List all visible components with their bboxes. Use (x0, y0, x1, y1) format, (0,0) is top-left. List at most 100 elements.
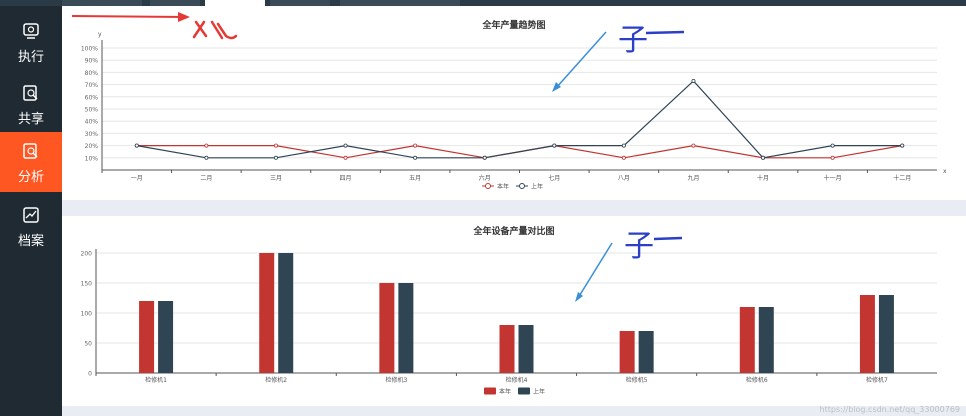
bar (398, 283, 414, 373)
x-tick-label: 一月 (131, 175, 143, 182)
data-point (691, 143, 696, 148)
y-tick-label: 20% (85, 143, 99, 150)
top-tab-active[interactable] (205, 0, 265, 6)
data-point (273, 155, 278, 160)
bar-chart: 0 50 100 150 200 检修机1 检修机2 检修机3 检修机4 检修机5 检修机6 检修机7… (81, 249, 937, 396)
legend-marker (519, 183, 525, 189)
analysis-icon (23, 143, 38, 159)
y-tick-label: 50 (84, 341, 92, 348)
data-point (413, 143, 418, 148)
x-tick-label: 十月 (757, 174, 769, 182)
top-tab[interactable] (270, 0, 330, 6)
x-tick-label: 六月 (479, 174, 491, 182)
y-tick-label: 100 (81, 311, 93, 318)
sidebar-item-label: 分析 (17, 170, 44, 185)
x-tick-label: 十一月 (824, 174, 842, 182)
data-point (343, 143, 348, 148)
legend-label: 上年 (533, 388, 545, 396)
x-tick-label: 检修机2 (265, 376, 287, 384)
data-point (273, 143, 278, 148)
data-point (204, 155, 209, 160)
y-tick-label: 10% (85, 155, 99, 162)
y-tick-label: 40% (85, 119, 99, 126)
x-tick-label: 检修机7 (866, 376, 888, 384)
x-tick-label: 七月 (548, 174, 560, 182)
data-point (621, 155, 626, 160)
data-point (830, 155, 835, 160)
data-point (482, 155, 487, 160)
x-axis-label: x (943, 168, 947, 175)
data-point (552, 143, 557, 148)
x-tick-label: 检修机6 (746, 376, 768, 384)
sidebar-item-execute[interactable]: 执行 (0, 12, 62, 72)
bar (518, 325, 534, 373)
y-tick-label: 50% (85, 107, 99, 114)
sidebar-item-share[interactable]: 共享 (0, 74, 62, 134)
top-tab-bar (0, 0, 966, 6)
y-tick-label: 30% (85, 131, 99, 138)
bar (278, 253, 294, 373)
x-tick-label: 检修机3 (385, 376, 407, 384)
x-tick-label: 五月 (409, 175, 421, 182)
sidebar-item-label: 共享 (17, 112, 44, 127)
y-tick-label: 100% (81, 46, 98, 53)
watermark: https://blog.csdn.net/qq_33000769 (819, 405, 960, 414)
bar-chart-title: 全年设备产量对比图 (473, 227, 555, 237)
x-tick-label: 检修机5 (626, 376, 648, 384)
x-tick-label: 八月 (618, 175, 630, 182)
data-point (691, 78, 696, 83)
sidebar-item-analysis[interactable]: 分析 (0, 132, 62, 192)
monitor-icon (23, 23, 39, 39)
line-chart-panel: 全年产量趋势图 10% 20% 30% 40% 50% 60% 70% 80% 90% 100% y… (62, 6, 966, 200)
y-axis-label: y (98, 31, 102, 38)
x-tick-label: 二月 (200, 175, 212, 182)
y-tick-label: 90% (85, 58, 99, 65)
y-tick-label: 80% (85, 70, 99, 77)
bar (619, 331, 635, 373)
x-tick-label: 四月 (340, 175, 352, 182)
line-chart-title: 全年产量趋势图 (482, 21, 546, 31)
data-point (621, 143, 626, 148)
data-point (900, 143, 905, 148)
bar (139, 301, 155, 373)
top-tab[interactable] (62, 0, 142, 6)
bar-chart-panel: 全年设备产量对比图 0 50 100 150 200 检修机1 检修机2 检修机3 检修机4 检修… (62, 216, 966, 406)
legend-label: 本年 (497, 183, 509, 191)
top-tab[interactable] (150, 0, 200, 6)
x-tick-label: 检修机1 (145, 376, 167, 384)
data-point (830, 143, 835, 148)
bar (878, 295, 894, 373)
sidebar-item-label: 档案 (17, 234, 44, 249)
bar (739, 307, 755, 373)
legend-label: 上年 (531, 183, 543, 191)
y-tick-label: 200 (81, 251, 93, 258)
data-point (413, 155, 418, 160)
bar (638, 331, 654, 373)
bar (259, 253, 275, 373)
data-point (343, 155, 348, 160)
share-search-icon (23, 85, 38, 101)
y-tick-label: 60% (85, 94, 99, 101)
line-chart: 10% 20% 30% 40% 50% 60% 70% 80% 90% 100% y x 一月 二月 三月 四… (81, 31, 947, 191)
archive-icon (23, 207, 39, 223)
bar (499, 325, 515, 373)
legend-marker (485, 183, 491, 189)
x-tick-label: 检修机4 (506, 376, 528, 384)
x-tick-label: 九月 (687, 174, 699, 182)
legend-swatch (484, 387, 496, 395)
bar (758, 307, 774, 373)
sidebar-item-archive[interactable]: 档案 (0, 196, 62, 256)
top-tab[interactable] (340, 0, 460, 6)
data-point (204, 143, 209, 148)
y-tick-label: 70% (85, 82, 99, 89)
legend-label: 本年 (499, 388, 511, 396)
y-tick-label: 150 (81, 281, 93, 288)
series-line (136, 80, 903, 159)
legend-swatch (518, 387, 530, 395)
data-point (761, 155, 766, 160)
y-tick-label: 0 (88, 371, 92, 378)
x-tick-label: 三月 (270, 175, 282, 182)
sidebar-item-label: 执行 (17, 50, 44, 65)
sidebar: 执行 共享 分析 档案 (0, 6, 62, 416)
bar (859, 295, 875, 373)
